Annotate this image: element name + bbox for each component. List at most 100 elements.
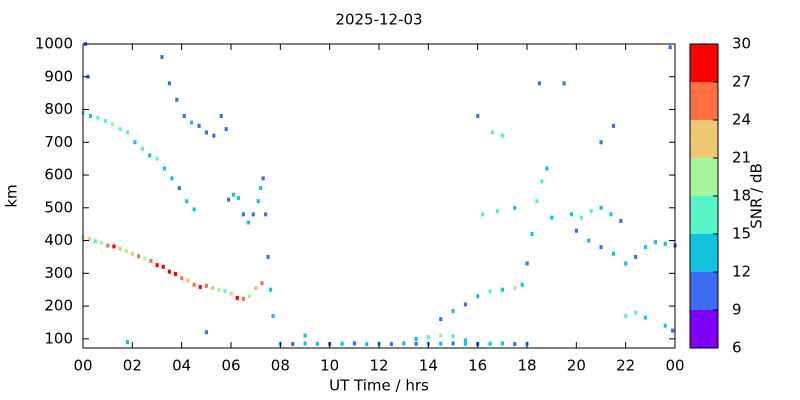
data-point bbox=[174, 271, 178, 276]
data-point bbox=[259, 186, 263, 191]
x-tick-label: 06 bbox=[221, 357, 240, 375]
data-point bbox=[96, 115, 100, 120]
x-tick-label: 02 bbox=[123, 357, 142, 375]
data-point bbox=[241, 212, 246, 217]
data-point bbox=[229, 291, 233, 296]
data-point bbox=[535, 199, 539, 204]
data-point bbox=[125, 130, 130, 135]
data-point bbox=[520, 282, 524, 287]
data-point bbox=[589, 209, 593, 214]
data-point bbox=[167, 269, 172, 274]
colorbar-tick-label: 21 bbox=[732, 149, 751, 167]
data-point bbox=[256, 199, 260, 204]
data-point bbox=[175, 97, 179, 102]
data-point bbox=[352, 341, 357, 346]
data-point bbox=[111, 122, 115, 127]
data-point bbox=[235, 295, 239, 300]
data-point bbox=[643, 315, 648, 320]
x-tick-label: 04 bbox=[172, 357, 191, 375]
data-point bbox=[579, 215, 583, 220]
data-point bbox=[562, 81, 566, 86]
data-point bbox=[500, 287, 505, 292]
data-point bbox=[204, 330, 209, 335]
data-point bbox=[161, 264, 165, 269]
data-point bbox=[500, 341, 505, 346]
data-point bbox=[624, 261, 628, 266]
data-point bbox=[100, 241, 104, 246]
data-point bbox=[204, 283, 209, 288]
data-point bbox=[112, 244, 116, 249]
data-point bbox=[303, 341, 307, 346]
x-tick-label: 10 bbox=[320, 357, 339, 375]
data-point bbox=[118, 127, 122, 132]
data-point bbox=[271, 313, 275, 318]
data-point bbox=[217, 287, 221, 292]
data-point bbox=[315, 341, 320, 346]
data-point bbox=[248, 294, 252, 299]
data-point bbox=[414, 336, 418, 341]
data-point bbox=[513, 286, 517, 291]
colorbar-band bbox=[690, 44, 718, 82]
data-point bbox=[106, 243, 110, 248]
x-tick-label: 00 bbox=[73, 357, 92, 375]
data-point bbox=[476, 114, 480, 119]
x-tick-label: 16 bbox=[468, 357, 487, 375]
data-point bbox=[167, 81, 172, 86]
data-point bbox=[481, 212, 485, 217]
data-point bbox=[268, 287, 273, 292]
x-axis-label: UT Time / hrs bbox=[329, 377, 429, 395]
data-point bbox=[389, 342, 394, 347]
data-point bbox=[170, 176, 174, 181]
x-tick-label: 22 bbox=[616, 357, 635, 375]
data-point bbox=[143, 256, 147, 261]
data-point bbox=[451, 308, 455, 313]
data-point bbox=[192, 207, 196, 212]
data-point bbox=[611, 123, 616, 128]
data-point bbox=[663, 323, 667, 328]
data-point bbox=[260, 281, 264, 286]
data-point bbox=[663, 241, 667, 246]
y-tick-label: 300 bbox=[44, 264, 73, 282]
data-point bbox=[197, 123, 201, 128]
data-point bbox=[227, 197, 231, 202]
data-point bbox=[500, 133, 505, 138]
data-point bbox=[671, 328, 675, 333]
data-point bbox=[211, 286, 215, 291]
y-tick-label: 700 bbox=[44, 133, 73, 151]
data-point bbox=[241, 296, 246, 301]
data-point bbox=[236, 195, 241, 200]
colorbar-tick-label: 30 bbox=[732, 35, 751, 53]
data-point bbox=[251, 212, 255, 217]
data-point bbox=[619, 218, 623, 223]
x-tick-label: 00 bbox=[665, 357, 684, 375]
x-tick-label: 14 bbox=[419, 357, 438, 375]
data-point bbox=[513, 205, 517, 210]
data-point bbox=[198, 285, 202, 290]
data-point bbox=[530, 232, 534, 236]
data-point bbox=[463, 338, 468, 343]
data-point bbox=[574, 228, 579, 233]
colorbar-band bbox=[690, 234, 718, 272]
data-point bbox=[495, 209, 500, 214]
data-point bbox=[643, 245, 648, 250]
colorbar-band bbox=[690, 82, 718, 120]
x-tick-label: 12 bbox=[369, 357, 388, 375]
data-point bbox=[463, 302, 468, 307]
data-point bbox=[162, 166, 167, 171]
y-tick-label: 100 bbox=[44, 329, 73, 347]
data-point bbox=[192, 282, 196, 287]
colorbar-band bbox=[690, 120, 718, 158]
colorbar-tick-label: 24 bbox=[732, 111, 751, 129]
data-point bbox=[439, 317, 443, 322]
data-point bbox=[545, 166, 549, 171]
data-point bbox=[186, 278, 190, 283]
data-point bbox=[93, 239, 98, 244]
data-point bbox=[224, 127, 228, 132]
data-point bbox=[124, 249, 128, 254]
y-tick-label: 200 bbox=[44, 297, 73, 315]
data-point bbox=[303, 333, 307, 338]
y-tick-label: 400 bbox=[44, 231, 73, 249]
data-point bbox=[599, 245, 603, 250]
data-point bbox=[476, 294, 480, 299]
